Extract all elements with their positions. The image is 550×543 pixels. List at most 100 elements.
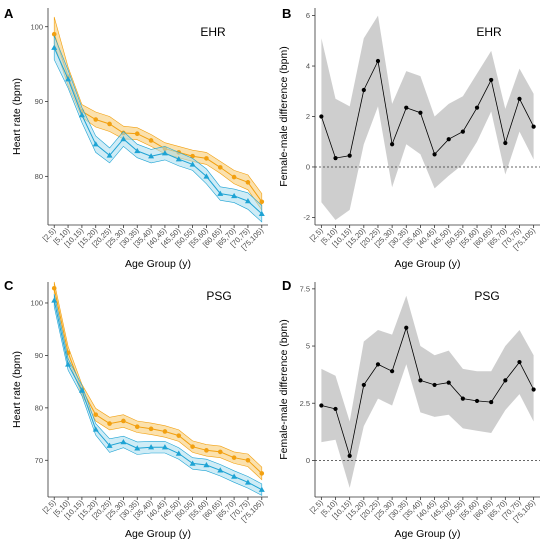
x-axis-title: Age Group (y) bbox=[395, 528, 461, 540]
series-male bbox=[51, 35, 265, 223]
data-point bbox=[161, 444, 168, 450]
y-tick-label: 90 bbox=[35, 351, 43, 360]
data-point bbox=[446, 380, 451, 385]
x-axis-title: Age Group (y) bbox=[125, 258, 191, 270]
data-point bbox=[93, 412, 99, 417]
data-point bbox=[361, 87, 366, 93]
data-point bbox=[51, 44, 58, 50]
y-tick-label: 0 bbox=[306, 456, 310, 465]
data-point bbox=[375, 58, 381, 64]
panel-tag: EHR bbox=[476, 25, 502, 39]
data-point bbox=[460, 129, 465, 134]
series-line bbox=[53, 47, 263, 215]
data-point bbox=[418, 110, 423, 115]
y-tick-label: 80 bbox=[35, 172, 43, 181]
y-tick-label: 100 bbox=[30, 299, 43, 308]
y-tick-label: 6 bbox=[306, 11, 310, 20]
data-point bbox=[190, 444, 195, 449]
data-point bbox=[204, 448, 209, 453]
data-point bbox=[432, 382, 437, 388]
confidence-band bbox=[321, 15, 534, 220]
data-point bbox=[148, 138, 154, 143]
y-tick-label: 2 bbox=[306, 112, 310, 121]
data-point bbox=[333, 156, 338, 161]
confidence-band bbox=[53, 281, 263, 481]
panel-b: -20246[2,5)[5,10)[10,15)[15,20)[20,25)[2… bbox=[278, 6, 540, 270]
y-axis-title: Female-male difference (bpm) bbox=[278, 46, 290, 186]
x-axis-title: Age Group (y) bbox=[395, 258, 461, 270]
data-point bbox=[106, 442, 113, 448]
data-point bbox=[531, 124, 536, 129]
data-point bbox=[231, 192, 238, 199]
data-point bbox=[231, 473, 238, 479]
data-point bbox=[474, 398, 480, 404]
y-tick-label: 100 bbox=[30, 22, 43, 31]
series-male bbox=[51, 294, 265, 496]
y-axis-title: Heart rate (bpm) bbox=[11, 351, 23, 428]
data-point bbox=[333, 406, 338, 412]
data-point bbox=[390, 142, 395, 147]
data-point bbox=[92, 426, 99, 432]
data-point bbox=[148, 426, 154, 432]
data-point bbox=[189, 460, 196, 466]
data-point bbox=[93, 117, 99, 122]
data-point bbox=[120, 438, 127, 445]
data-point bbox=[92, 141, 99, 147]
data-point bbox=[347, 153, 352, 158]
data-point bbox=[134, 131, 140, 137]
data-point bbox=[51, 297, 58, 303]
data-point bbox=[375, 362, 381, 367]
data-point bbox=[78, 387, 85, 393]
data-point bbox=[489, 77, 494, 83]
data-point bbox=[107, 421, 112, 426]
panel-tag: EHR bbox=[200, 25, 226, 39]
y-tick-label: -2 bbox=[303, 213, 310, 222]
y-tick-label: 90 bbox=[35, 97, 43, 106]
data-point bbox=[203, 462, 210, 468]
confidence-band bbox=[53, 35, 263, 223]
y-tick-label: 4 bbox=[306, 62, 310, 71]
data-point bbox=[51, 31, 57, 37]
data-point bbox=[134, 445, 141, 451]
series-female bbox=[51, 16, 265, 211]
data-point bbox=[217, 467, 224, 473]
confidence-band bbox=[53, 294, 263, 496]
data-point bbox=[517, 359, 522, 365]
data-point bbox=[404, 325, 409, 330]
data-point bbox=[347, 453, 352, 458]
data-point bbox=[204, 156, 209, 161]
difference-line bbox=[321, 326, 534, 456]
data-point bbox=[404, 105, 409, 110]
panel-tag: PSG bbox=[474, 289, 499, 303]
y-axis-title: Female-male difference (bpm) bbox=[278, 319, 290, 459]
data-point bbox=[106, 152, 113, 158]
data-point bbox=[446, 137, 451, 142]
data-point bbox=[65, 361, 72, 367]
data-point bbox=[259, 471, 265, 476]
data-point bbox=[175, 450, 182, 456]
y-tick-label: 70 bbox=[35, 456, 43, 465]
y-tick-label: 0 bbox=[306, 163, 310, 172]
panel-c: 708090100[2,5)[5,10)[10,15)[15,20)[20,25… bbox=[4, 278, 268, 540]
data-point bbox=[245, 457, 251, 463]
data-point bbox=[244, 479, 251, 485]
data-point bbox=[217, 190, 224, 196]
panel-letter: B bbox=[282, 6, 291, 21]
panel-letter: A bbox=[4, 6, 14, 21]
data-point bbox=[390, 369, 395, 374]
data-point bbox=[489, 399, 494, 405]
data-point bbox=[176, 433, 182, 438]
data-point bbox=[503, 140, 508, 146]
data-point bbox=[162, 429, 168, 434]
data-point bbox=[258, 486, 265, 492]
data-point bbox=[65, 76, 72, 82]
y-tick-label: 5 bbox=[306, 342, 310, 351]
data-point bbox=[175, 156, 182, 162]
y-axis-title: Heart rate (bpm) bbox=[11, 78, 23, 155]
data-point bbox=[161, 150, 168, 156]
difference-line bbox=[321, 59, 534, 159]
data-point bbox=[121, 418, 126, 424]
data-point bbox=[51, 285, 57, 291]
